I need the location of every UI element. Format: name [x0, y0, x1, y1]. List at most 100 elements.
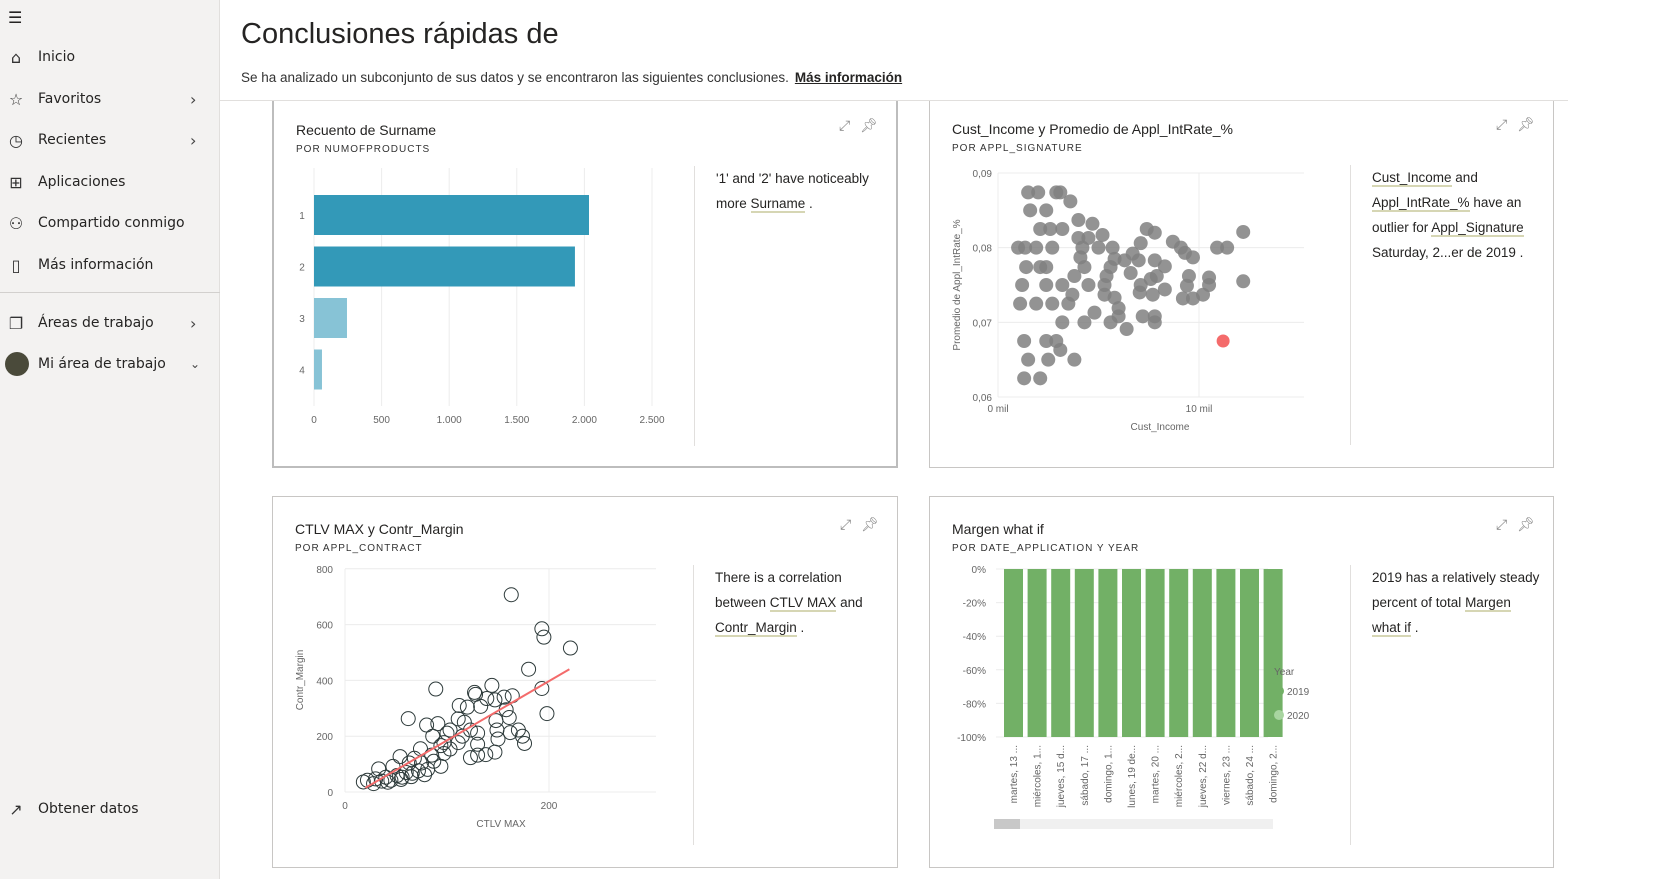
sidebar-item-mas-informacion[interactable]: ▯ Más información [0, 247, 220, 283]
data-point [433, 738, 449, 754]
subtitle-text: Se ha analizado un subconjunto de sus da… [241, 70, 789, 85]
insight-text-part: . [1411, 620, 1419, 635]
y-tick-label: -40% [963, 632, 986, 643]
data-point [1131, 253, 1146, 268]
card-title: Margen what if [952, 521, 1044, 537]
page-title: Conclusiones rápidas de [241, 18, 559, 50]
card-divider [694, 166, 695, 446]
data-point [1175, 291, 1190, 306]
y-tick-label: 0 [327, 788, 333, 799]
sidebar-item-obtener-datos[interactable]: ↗ Obtener datos [0, 791, 220, 827]
data-point [1023, 203, 1038, 218]
more-info-link[interactable]: Más información [794, 70, 903, 85]
y-tick-label: -60% [963, 666, 986, 677]
hamburger-menu-icon[interactable]: ☰ [8, 8, 23, 27]
chevron-right-icon: › [190, 89, 197, 109]
data-point [1085, 216, 1100, 231]
legend-label: 2019 [1287, 687, 1310, 698]
data-point [484, 677, 500, 693]
legend-marker [1274, 686, 1284, 696]
data-point [355, 774, 371, 790]
avatar [5, 352, 29, 376]
data-point [1147, 225, 1162, 240]
data-point [534, 621, 550, 637]
pin-icon[interactable]: 📌︎ [860, 118, 878, 134]
home-icon: ⌂ [10, 47, 22, 67]
sidebar-item-compartido[interactable]: ⚇ Compartido conmigo [0, 205, 220, 241]
data-point [1053, 342, 1068, 357]
insight-field-link[interactable]: CTLV MAX [769, 595, 837, 612]
sidebar-item-mi-area[interactable]: Mi área de trabajo ⌄ [0, 346, 220, 382]
y-axis-label: Promedio de Appl_IntRate_% [952, 219, 963, 350]
trend-line [364, 668, 570, 789]
data-point [487, 744, 503, 760]
data-point [1236, 224, 1251, 239]
pin-icon[interactable]: 📌︎ [1517, 517, 1535, 533]
data-point [371, 761, 387, 777]
x-axis-label: CTLV MAX [476, 819, 526, 830]
sidebar-item-favoritos[interactable]: ☆ Favoritos › [0, 81, 220, 117]
expand-icon[interactable]: ⤢ [1496, 517, 1508, 533]
bar [1051, 569, 1071, 737]
insight-text: There is a correlation between CTLV MAX … [715, 565, 885, 640]
insight-text-part: . [805, 196, 813, 211]
insight-card[interactable]: Cust_Income y Promedio de Appl_IntRate_%… [929, 101, 1554, 468]
data-point [1033, 222, 1048, 236]
insight-text: 2019 has a relatively steady percent of … [1372, 565, 1542, 640]
category-label: domingo, 2... [1269, 745, 1280, 803]
insight-field-link[interactable]: Cust_Income [1372, 170, 1452, 187]
scrollbar-thumb [994, 819, 1020, 829]
expand-icon[interactable]: ⤢ [839, 118, 851, 134]
data-point [1087, 305, 1102, 320]
category-label: domingo, 1... [1103, 745, 1114, 803]
insight-field-link[interactable]: Margen what if [1372, 595, 1511, 637]
y-tick-label: -80% [963, 699, 986, 710]
expand-icon[interactable]: ⤢ [1496, 117, 1508, 133]
data-point [1017, 371, 1032, 386]
bar [1074, 569, 1094, 737]
x-tick-label: 1.000 [437, 415, 462, 426]
pin-icon[interactable]: 📌︎ [1517, 117, 1535, 133]
data-point [1147, 253, 1162, 268]
horizontal-scrollbar [994, 819, 1273, 829]
data-point [473, 698, 489, 714]
bar [1004, 569, 1023, 737]
data-point [1041, 352, 1056, 367]
y-tick-label: 0,06 [973, 393, 993, 404]
bar [1240, 569, 1259, 737]
insight-field-link[interactable]: Appl_Signature [1431, 220, 1524, 237]
insight-card[interactable]: Recuento de Surname POR NUMOFPRODUCTS ⤢ 📌… [272, 101, 898, 468]
sidebar-item-label: Recientes [38, 132, 107, 148]
y-axis-label: Contr_Margin [295, 650, 306, 711]
sidebar-item-areas-de-trabajo[interactable]: ❐ Áreas de trabajo › [0, 305, 220, 341]
pin-icon[interactable]: 📌︎ [861, 517, 879, 533]
insight-text-part: '1' and '2' have noticeably more [716, 171, 869, 211]
category-label: sábado, 24 ... [1245, 745, 1256, 806]
insight-field-link[interactable]: Contr_Margin [715, 620, 797, 637]
insight-field-link[interactable]: Surname [750, 196, 806, 213]
sidebar-item-inicio[interactable]: ⌂ Inicio [0, 39, 220, 75]
insight-card[interactable]: Margen what if POR DATE_APPLICATION Y YE… [929, 496, 1554, 868]
bar [1192, 569, 1212, 737]
insight-text-part: have an outlier for [1372, 195, 1522, 235]
data-point [467, 684, 483, 700]
bar [314, 349, 322, 390]
data-point [1043, 222, 1058, 236]
data-point [1015, 278, 1030, 292]
bar [1169, 569, 1189, 737]
y-tick-label: 0,07 [973, 318, 993, 329]
category-label: jueves, 15 d... [1056, 745, 1067, 808]
expand-icon[interactable]: ⤢ [840, 517, 852, 533]
insight-field-link[interactable]: Appl_IntRate_% [1372, 195, 1470, 212]
data-point [496, 689, 512, 705]
data-point [417, 767, 433, 783]
category-label: miércoles, 2... [1174, 745, 1185, 807]
category-label: martes, 20 ... [1151, 745, 1162, 803]
y-tick-label: 0% [972, 565, 987, 576]
insight-card[interactable]: CTLV MAX y Contr_Margin POR APPL_CONTRAC… [272, 496, 898, 868]
star-icon: ☆ [8, 89, 24, 109]
sidebar-item-recientes[interactable]: ◷ Recientes › [0, 122, 220, 158]
data-point [436, 745, 452, 761]
sidebar-item-aplicaciones[interactable]: ⊞ Aplicaciones [0, 164, 220, 200]
insight-text-part: and [836, 595, 863, 610]
